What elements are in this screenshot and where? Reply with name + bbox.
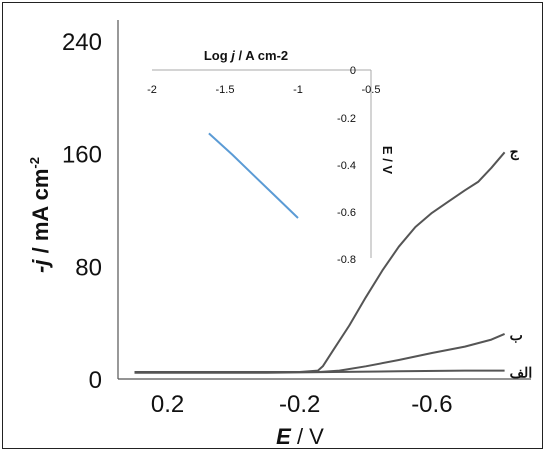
inset-y-axis-title: E / V — [380, 146, 395, 175]
inset-y-tick-label-0-8: -0.8 — [337, 254, 356, 266]
main-x-tick-label-0-2: 0.2 — [151, 391, 184, 418]
main-y-ticks: 0 80 160 240 — [62, 29, 102, 394]
main-series-line-2 — [134, 332, 505, 373]
inset-y-tick-label-0-2: -0.2 — [337, 113, 356, 125]
main-x-axis-title: E / V — [276, 424, 324, 449]
main-x-tick-label-0-2: -0.2 — [279, 391, 320, 418]
inset-x-ticks: -2 -1.5 -1 -0.5 — [147, 84, 380, 96]
inset-x-tick-label-2: -2 — [147, 84, 157, 96]
inset-x-tick-label-1: -1 — [293, 84, 303, 96]
main-series-group — [134, 151, 506, 374]
main-series-label-3: ج — [510, 143, 520, 160]
inset-x-tick-label-0-5: -0.5 — [362, 84, 381, 96]
main-series-label-2: ب — [510, 327, 523, 343]
inset-series-line-1 — [208, 132, 299, 219]
main-y-tick-label-160: 160 — [62, 142, 102, 169]
inset-y-tick-label-0-4: -0.4 — [337, 160, 356, 172]
inset-x-axis-title: Log j / A cm-2 — [204, 48, 288, 63]
main-x-tick-label-0-6: -0.6 — [411, 391, 452, 418]
main-series-line-3 — [134, 151, 506, 373]
main-y-axis-title: -j / mA cm-2 — [27, 157, 53, 273]
inset-series-group — [208, 132, 299, 219]
figure-frame — [2, 2, 543, 449]
main-y-tick-label-240: 240 — [62, 29, 102, 56]
inset-x-tick-label-1-5: -1.5 — [216, 84, 235, 96]
main-x-ticks: 0.2 -0.2 -0.6 — [151, 391, 453, 418]
inset-y-tick-label-0-6: -0.6 — [337, 207, 356, 219]
main-series-label-1: الف — [510, 365, 533, 381]
inset-y-ticks: 0 -0.2 -0.4 -0.6 -0.8 — [337, 65, 356, 266]
inset-chart: -2 -1.5 -1 -0.5 0 -0.2 -0.4 -0.6 -0.8 Log j / A… — [147, 48, 395, 266]
main-chart: 0 80 160 240 0.2 -0.2 -0.6 الف ب ج -j / mA cm-2… — [27, 20, 532, 449]
main-y-tick-label-0: 0 — [89, 367, 102, 394]
inset-y-tick-label-0: 0 — [350, 65, 356, 77]
main-y-tick-label-80: 80 — [75, 254, 102, 281]
main-series-labels: الف ب ج — [510, 143, 533, 380]
